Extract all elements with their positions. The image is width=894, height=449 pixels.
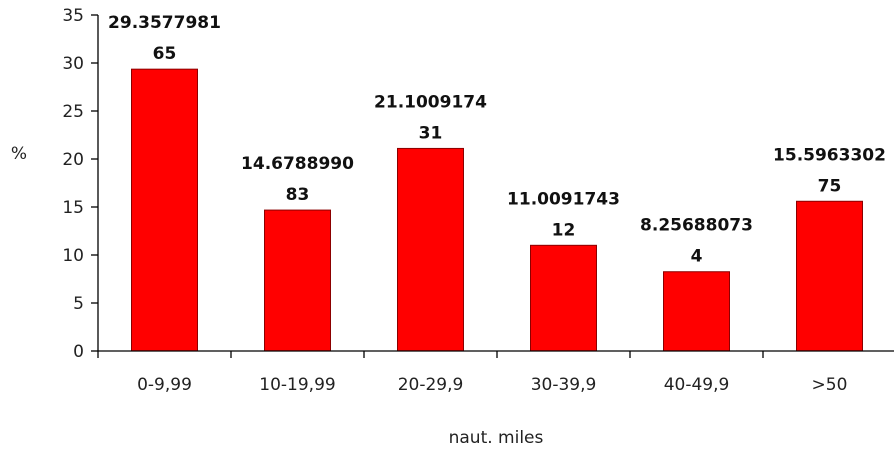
data-label: 83 xyxy=(286,185,310,205)
bar xyxy=(796,200,863,352)
data-label: 21.1009174 xyxy=(374,92,487,112)
y-tick-label: 25 xyxy=(62,102,84,122)
bars-group xyxy=(131,68,863,352)
x-ticks-group: 0-9,99 10-19,99 20-29,9 30-39,9 40-49,9 >50 xyxy=(97,351,848,395)
bar xyxy=(397,147,464,352)
x-tick-label: 10-19,99 xyxy=(259,375,335,395)
bar xyxy=(530,244,597,352)
y-tick-label: 10 xyxy=(62,246,84,266)
y-axis-title: % xyxy=(11,144,27,164)
data-label: 31 xyxy=(419,123,443,143)
data-label: 75 xyxy=(818,176,842,196)
y-tick-label: 5 xyxy=(73,294,84,314)
data-label: 4 xyxy=(691,247,703,267)
data-labels-group: 29.3577981 65 14.6788990 83 21.1009174 31 11.0… xyxy=(108,13,886,267)
x-tick-label: 30-39,9 xyxy=(531,375,597,395)
y-tick-label: 30 xyxy=(62,54,84,74)
x-tick-label: 0-9,99 xyxy=(137,375,192,395)
data-label: 14.6788990 xyxy=(241,154,354,174)
y-tick-label: 35 xyxy=(62,6,84,26)
bar xyxy=(264,209,331,352)
data-label: 11.0091743 xyxy=(507,189,620,209)
bar xyxy=(663,271,730,352)
bar xyxy=(131,68,198,352)
data-label: 15.5963302 xyxy=(773,145,886,165)
y-tick-label: 0 xyxy=(73,342,84,362)
y-tick-label: 20 xyxy=(62,150,84,170)
x-tick-label: >50 xyxy=(812,375,848,395)
data-label: 29.3577981 xyxy=(108,13,221,33)
x-tick-label: 40-49,9 xyxy=(664,375,730,395)
x-tick-label: 20-29,9 xyxy=(398,375,464,395)
y-tick-label: 15 xyxy=(62,198,84,218)
x-axis-title: naut. miles xyxy=(449,428,544,448)
data-label: 12 xyxy=(552,220,576,240)
data-label: 8.25688073 xyxy=(640,216,753,236)
y-ticks-group: 0 5 10 15 20 25 30 35 xyxy=(62,6,98,362)
data-label: 65 xyxy=(153,44,177,64)
